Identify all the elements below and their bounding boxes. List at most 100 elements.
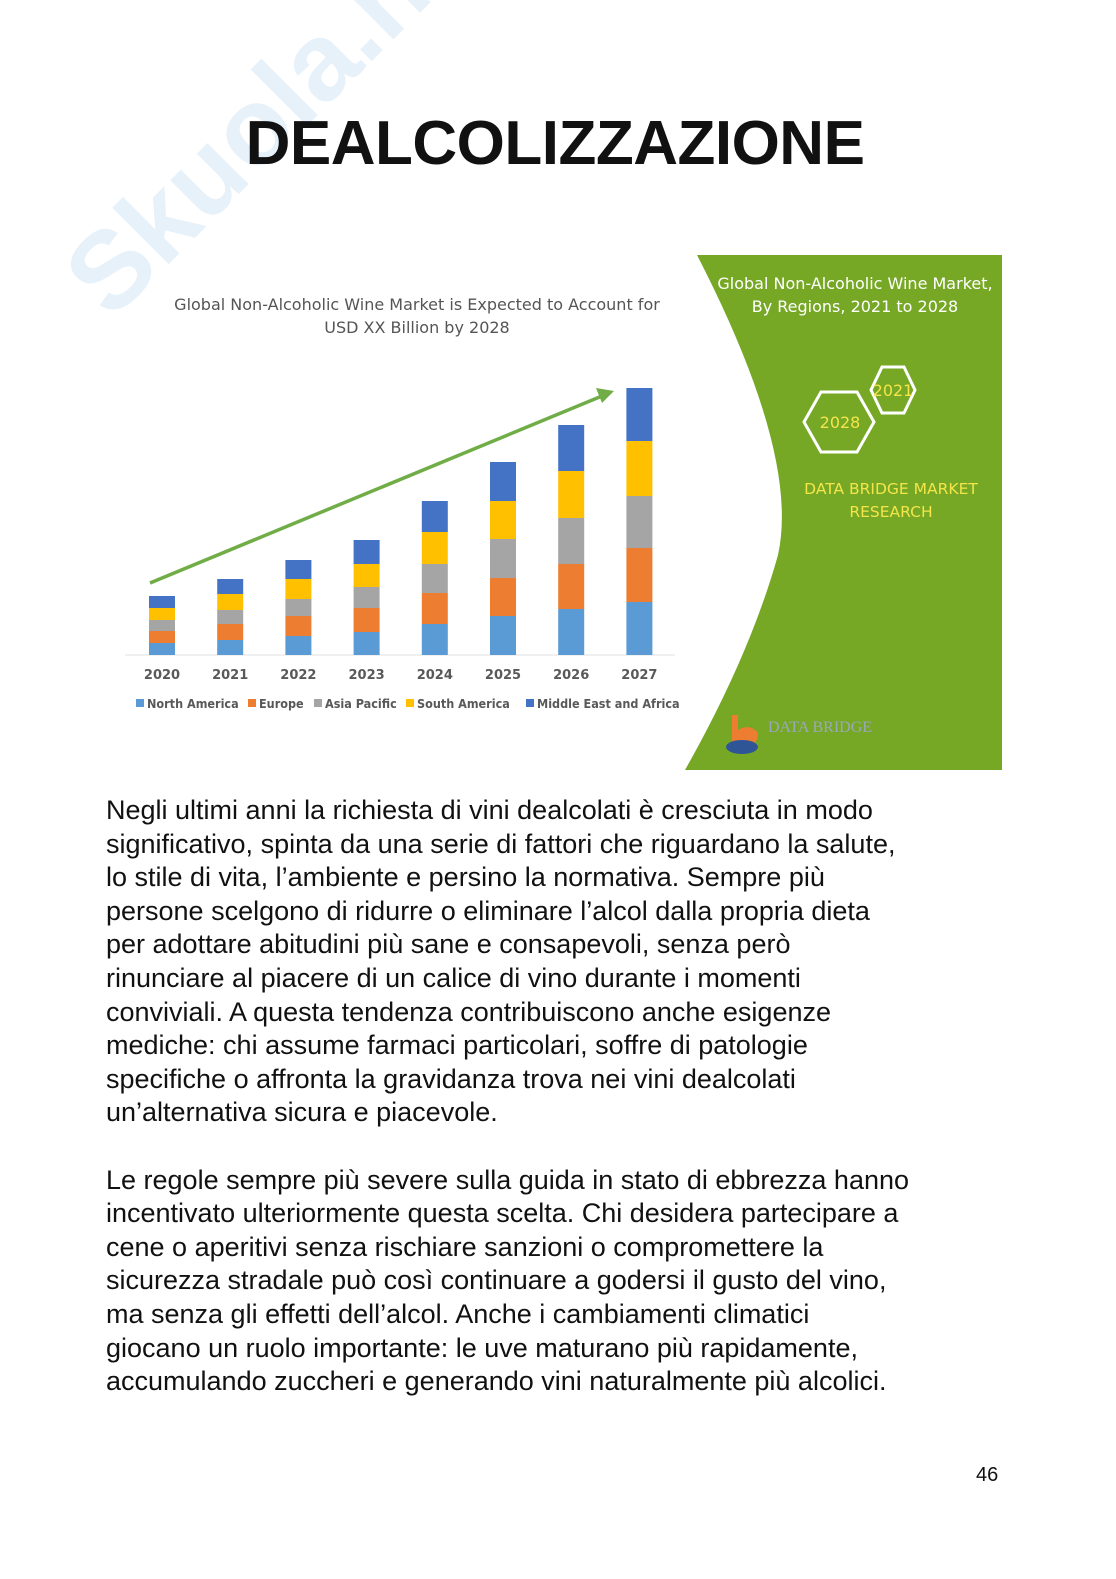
text-line: per adottare abitudini più sane e consap… <box>106 929 791 960</box>
hexagon-2028 <box>802 390 876 454</box>
bar-segment <box>421 624 448 655</box>
text-line: incentivato ulteriormente questa scelta.… <box>106 1198 899 1229</box>
legend-swatch <box>314 699 322 707</box>
panel-title-line2: By Regions, 2021 to 2028 <box>752 297 958 316</box>
x-tick-label: 2027 <box>621 668 657 683</box>
bar-segment <box>490 501 516 539</box>
text-line: accumulando zuccheri e generando vini na… <box>106 1366 887 1397</box>
panel-title-line1: Global Non-Alcoholic Wine Market, <box>717 274 992 293</box>
paragraph: Le regole sempre più severe sulla guida … <box>106 1164 1026 1399</box>
text-line: ma senza gli effetti dell’alcol. Anche i… <box>106 1298 810 1329</box>
chart-title-line2: USD XX Billion by 2028 <box>324 318 509 337</box>
trend-arrow <box>149 394 603 585</box>
hex-year-2028: 2028 <box>820 413 861 432</box>
hexagon-2021 <box>869 365 917 415</box>
legend-item: Europe <box>248 696 304 711</box>
chart-title-line1: Global Non-Alcoholic Wine Market is Expe… <box>174 295 660 314</box>
bar-segment <box>558 518 585 564</box>
market-figure: Global Non-Alcoholic Wine Market is Expe… <box>110 255 1002 770</box>
text-line: rinunciare al piacere di un calice di vi… <box>106 962 801 993</box>
x-tick-label: 2024 <box>417 668 453 683</box>
x-tick-label: 2025 <box>485 668 521 683</box>
body-text: Negli ultimi anni la richiesta di vini d… <box>106 794 1026 1432</box>
text-line: specifiche o affronta la gravidanza trov… <box>106 1063 796 1094</box>
bar-segment <box>558 609 585 655</box>
bar-segment <box>490 462 516 501</box>
legend-item: South America <box>406 696 510 711</box>
text-line: cene o aperitivi senza rischiare sanzion… <box>106 1231 824 1262</box>
bar-segment <box>421 564 448 593</box>
brand-line2: RESEARCH <box>849 503 932 521</box>
bar-segment <box>217 579 244 594</box>
svg-text:DATA BRIDGE: DATA BRIDGE <box>768 719 872 736</box>
bar-segment <box>217 594 244 610</box>
text-line: significativo, spinta da una serie di fa… <box>106 828 896 859</box>
x-tick-label: 2026 <box>553 668 589 683</box>
bar-segment <box>285 579 312 599</box>
bar-segment <box>353 632 380 655</box>
bar-segment <box>626 441 653 496</box>
legend-swatch <box>248 699 256 707</box>
bar-segment <box>285 599 312 616</box>
bar-segment <box>285 560 312 579</box>
bar-segment <box>558 471 585 518</box>
text-line: conviviali. A questa tendenza contribuis… <box>106 996 831 1027</box>
text-line: Negli ultimi anni la richiesta di vini d… <box>106 795 873 825</box>
legend-swatch <box>136 699 144 707</box>
x-tick-label: 2020 <box>144 668 180 683</box>
market-chart: Global Non-Alcoholic Wine Market is Expe… <box>125 255 1002 770</box>
text-line: giocano un ruolo importante: le uve matu… <box>106 1332 858 1363</box>
legend-label: Middle East and Africa <box>537 696 680 711</box>
trend-arrowhead <box>596 388 614 403</box>
hex-year-2021: 2021 <box>873 381 914 400</box>
bar-segment <box>626 602 653 655</box>
bar-segment <box>285 636 312 655</box>
legend-swatch <box>406 699 414 707</box>
bar-segment <box>217 624 244 640</box>
bar-segment <box>490 539 516 578</box>
text-line: lo stile di vita, l’ambiente e persino l… <box>106 862 825 893</box>
green-panel <box>685 255 1002 770</box>
x-tick-label: 2022 <box>280 668 316 683</box>
bar-segment <box>149 608 175 620</box>
page-title: DEALCOLIZZAZIONE <box>245 109 865 178</box>
bar-segment <box>149 620 175 631</box>
bar-segment <box>558 564 585 609</box>
paragraph: Negli ultimi anni la richiesta di vini d… <box>106 794 1026 1130</box>
bar-segment <box>490 578 516 616</box>
legend-item: Middle East and Africa <box>526 696 680 711</box>
bar-segment <box>149 643 175 655</box>
bar-segment <box>421 532 448 564</box>
bar-segment <box>558 425 585 471</box>
legend-item: Asia Pacific <box>314 696 397 711</box>
bar-segment <box>285 616 312 636</box>
data-bridge-logo: DATA BRIDGE <box>726 715 872 754</box>
bar-segment <box>353 540 380 564</box>
text-line: mediche: chi assume farmaci particolari,… <box>106 1030 808 1061</box>
x-tick-label: 2023 <box>349 668 385 683</box>
text-line: sicurezza stradale può così continuare a… <box>106 1265 887 1296</box>
brand-line1: DATA BRIDGE MARKET <box>804 480 978 498</box>
bar-segment <box>626 388 653 441</box>
text-line: persone scelgono di ridurre o eliminare … <box>106 895 870 926</box>
bar-segment <box>353 564 380 587</box>
bar-segment <box>353 608 380 632</box>
legend-label: North America <box>147 696 239 711</box>
legend-label: South America <box>417 696 510 711</box>
bar-segment <box>149 631 175 643</box>
bar-segment <box>626 548 653 602</box>
bar-segment <box>217 610 244 624</box>
legend-label: Europe <box>259 696 304 711</box>
legend-label: Asia Pacific <box>325 696 397 711</box>
bar-segment <box>421 593 448 624</box>
text-line: un’alternativa sicura e piacevole. <box>106 1097 498 1128</box>
page-number: 46 <box>976 1464 999 1486</box>
legend-item: North America <box>136 696 239 711</box>
bar-segment <box>490 616 516 655</box>
bar-segment <box>626 496 653 548</box>
legend-swatch <box>526 699 534 707</box>
bar-segment <box>421 501 448 532</box>
x-tick-label: 2021 <box>212 668 248 683</box>
bar-segment <box>217 640 244 655</box>
text-line: Le regole sempre più severe sulla guida … <box>106 1164 910 1195</box>
